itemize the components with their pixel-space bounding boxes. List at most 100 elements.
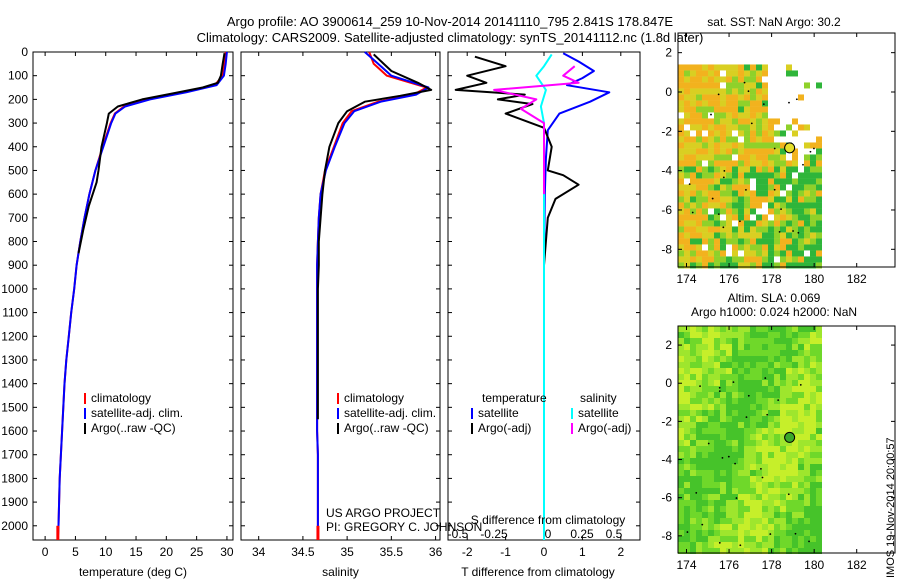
map_sla-track-dot [718,386,721,389]
map_sst-heat-cell [696,232,702,239]
map_sla-heat-cell [792,464,798,470]
map_sla-heat-cell [774,542,780,548]
temperature-legend-label: Argo(..raw -QC) [91,421,176,435]
map_sla-heat-cell [744,548,750,554]
map_sst-heat-cell [726,142,732,149]
map_sst-heat-cell [696,196,702,203]
map_sst-heat-cell [780,250,786,257]
map_sla-track-dot [747,394,750,397]
map_sla-heat-cell [798,500,804,506]
map_sla-heat-cell [684,506,690,512]
map_sla-heat-cell [810,344,816,350]
salinity-legend-label: climatology [344,391,404,405]
map_sst-heat-cell [792,214,798,221]
map_sst-heat-cell [714,82,720,89]
depth-tick-label: 1500 [1,400,28,414]
map_sst-heat-cell [762,208,768,215]
map_sst-xtick-label: 180 [804,272,824,286]
map_sst-heat-cell [792,178,798,185]
map_sst-heat-cell [780,142,786,149]
map_sla-heat-cell [762,458,768,464]
map_sla-heat-cell [786,422,792,428]
map_sla-heat-cell [804,440,810,446]
salinity-axis-label: salinity [322,565,359,579]
map_sla-heat-cell [750,392,756,398]
depth-tick-label: 0 [21,45,28,59]
map_sla-heat-cell [762,440,768,446]
map_sst-heat-cell [792,250,798,257]
map_sst-heat-cell [798,124,804,131]
map_sst-heat-cell [786,64,792,71]
map_sst-heat-cell [732,88,738,95]
map_sst-heat-cell [774,220,780,227]
map_sst-heat-cell [816,244,822,251]
map_sla-heat-cell [804,416,810,422]
map_sla-heat-cell [744,350,750,356]
map_sst-heat-cell [816,226,822,233]
map_sst-heat-cell [726,226,732,233]
map_sla-heat-cell [774,422,780,428]
map_sst-heat-cell [744,112,750,119]
map_sla-heat-cell [768,410,774,416]
map_sla-heat-cell [810,386,816,392]
map_sla-heat-cell [738,422,744,428]
map_sla-heat-cell [720,458,726,464]
map_sst-heat-cell [786,184,792,191]
map_sst-track-dot [750,122,753,125]
map_sst-heat-cell [792,244,798,251]
map_sla-heat-cell [750,380,756,386]
map_sla-heat-cell [786,536,792,542]
map_sla-heat-cell [684,542,690,548]
map_sst-heat-cell [792,160,798,167]
map_sst-heat-cell [702,226,708,233]
map_sla-heat-cell [726,386,732,392]
map_sla-heat-cell [696,416,702,422]
map_sla-heat-cell [810,404,816,410]
map_sla-heat-cell [816,476,822,482]
map_sst-heat-cell [786,256,792,263]
map_sst-heat-cell [690,94,696,101]
map_sla-heat-cell [780,512,786,518]
map_sst-heat-cell [756,238,762,245]
map_sla-heat-cell [738,434,744,440]
map_sla-heat-cell [714,368,720,374]
map_sla-heat-cell [714,542,720,548]
map_sla-heat-cell [756,530,762,536]
map_sst-heat-cell [816,208,822,215]
map_sst-heat-cell [696,178,702,185]
map_sst-heat-cell [714,112,720,119]
map_sla-heat-cell [768,548,774,554]
map_sla-heat-cell [792,488,798,494]
map_sla-heat-cell [678,386,684,392]
map_sst-heat-cell [726,250,732,257]
map_sla-heat-cell [720,374,726,380]
map_sst-heat-cell [798,220,804,227]
map_sla-heat-cell [762,542,768,548]
map_sla-heat-cell [726,458,732,464]
map_sst-heat-cell [720,178,726,185]
map_sst-heat-cell [810,178,816,185]
map_sst-heat-cell [702,94,708,101]
map_sla-heat-cell [684,464,690,470]
map_sst-heat-cell [726,82,732,89]
map_sst-heat-cell [708,196,714,203]
map_sla-heat-cell [756,458,762,464]
map_sst-heat-cell [714,142,720,149]
map_sst-heat-cell [786,232,792,239]
imos-timestamp: IMOS 19-Nov-2014 20:00:57 [885,437,897,578]
map_sla-heat-cell [804,536,810,542]
map_sla-heat-cell [708,512,714,518]
map_sla-heat-cell [726,392,732,398]
map_sla-heat-cell [726,422,732,428]
map_sla-heat-cell [702,440,708,446]
map_sla-heat-cell [684,524,690,530]
map_sla-heat-cell [816,500,822,506]
difference-legend-label: satellite [478,406,519,420]
map_sst-heat-cell [702,196,708,203]
map_sst-heat-cell [678,118,684,125]
map_sla-heat-cell [708,344,714,350]
map_sla-heat-cell [696,464,702,470]
map_sla-heat-cell [810,326,816,332]
map_sla-heat-cell [798,482,804,488]
map_sla-heat-cell [792,398,798,404]
